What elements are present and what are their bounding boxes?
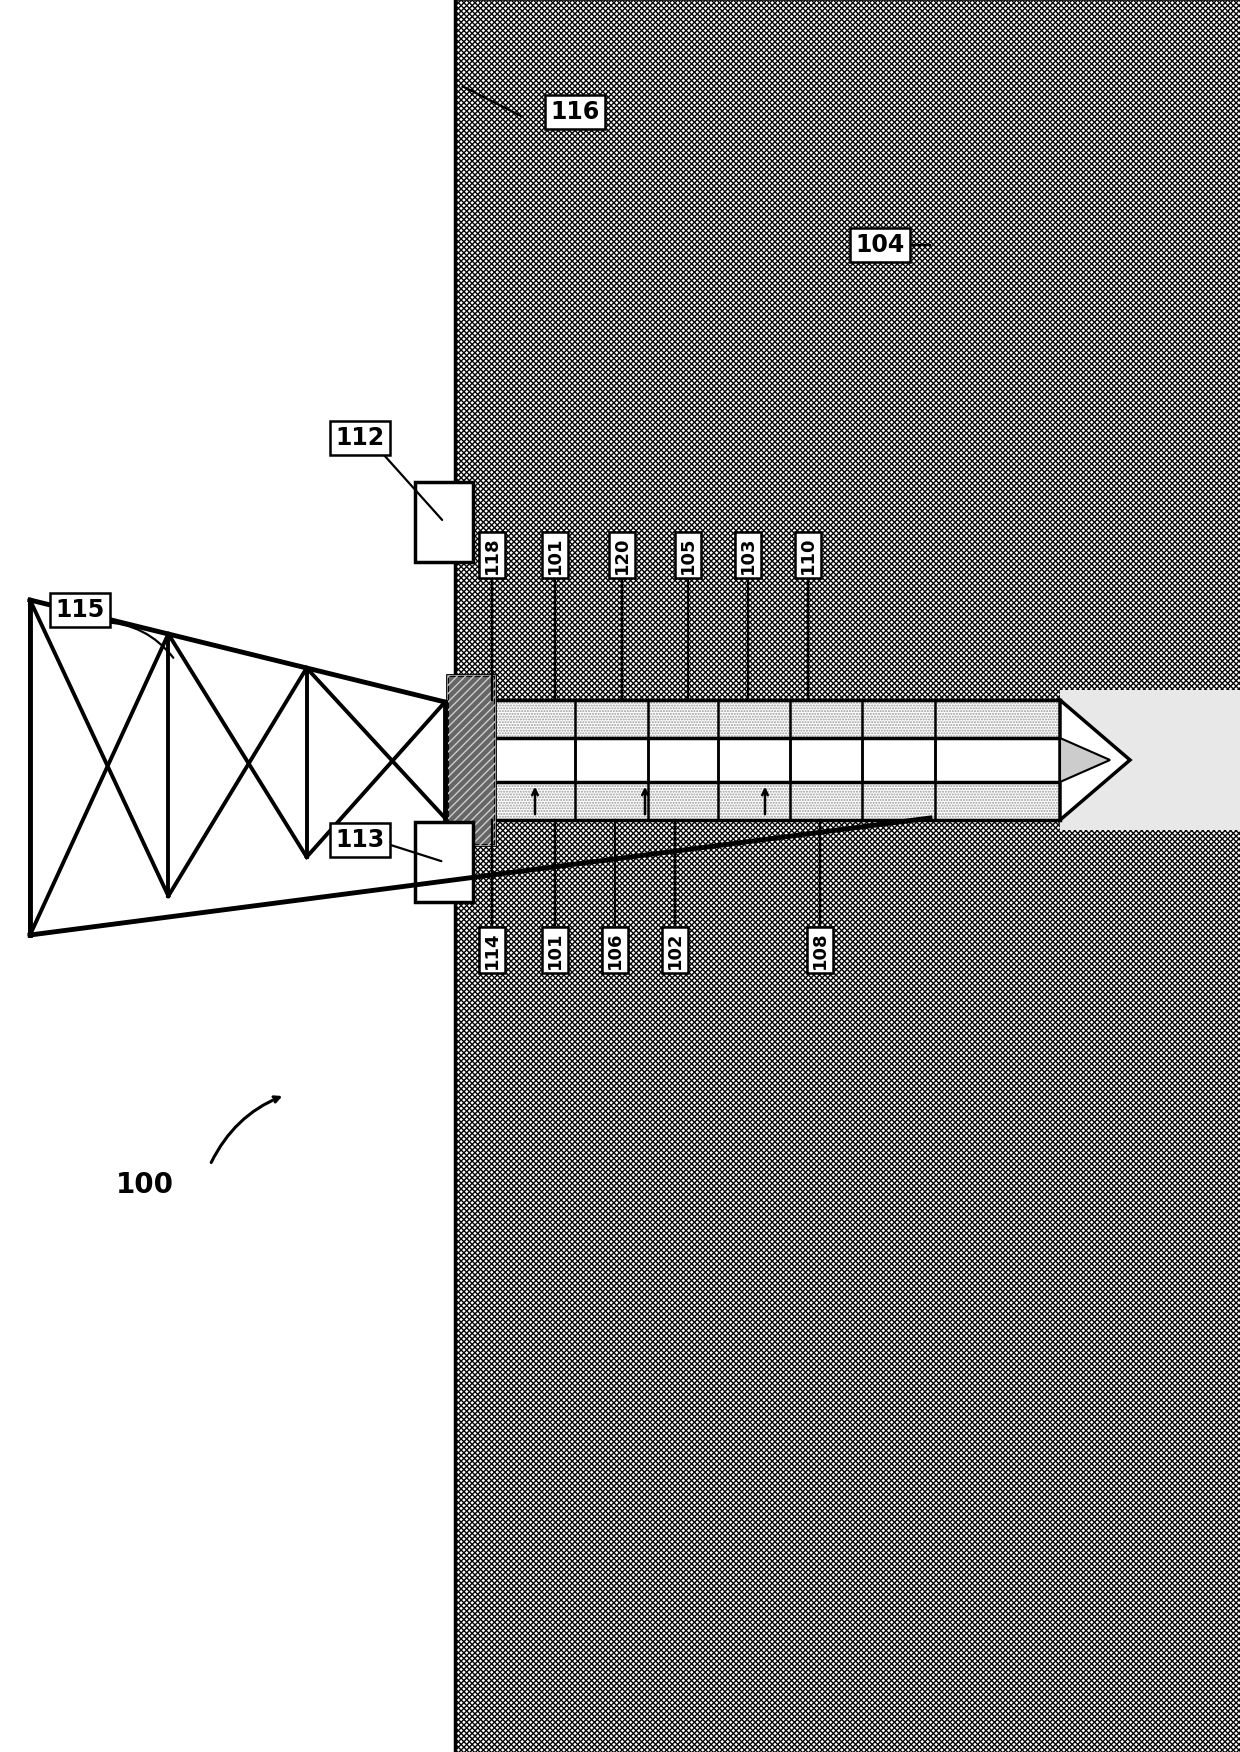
Text: 100: 100 (117, 1170, 174, 1198)
Bar (446, 675, 495, 844)
Bar (480, 701, 1060, 820)
Text: 102: 102 (666, 932, 684, 969)
Polygon shape (455, 0, 1240, 1752)
Text: 103: 103 (739, 536, 756, 573)
Bar (480, 738, 1060, 781)
Text: 116: 116 (551, 100, 600, 124)
Text: 115: 115 (56, 597, 104, 622)
Bar (446, 675, 495, 844)
Text: 110: 110 (799, 536, 817, 573)
Text: 101: 101 (546, 932, 564, 969)
Polygon shape (1060, 738, 1110, 781)
Text: 104: 104 (856, 233, 905, 258)
Bar (480, 701, 1060, 820)
Text: 118: 118 (484, 536, 501, 575)
Bar (415, 822, 472, 902)
Text: 101: 101 (546, 536, 564, 573)
Polygon shape (1060, 701, 1130, 820)
Text: 120: 120 (613, 536, 631, 573)
Text: 108: 108 (811, 930, 830, 969)
Text: 112: 112 (336, 426, 384, 450)
Bar (1060, 690, 1240, 830)
Text: 106: 106 (606, 932, 624, 969)
Polygon shape (0, 0, 455, 1752)
Text: 105: 105 (680, 536, 697, 573)
Text: 113: 113 (335, 829, 384, 851)
Text: 114: 114 (484, 932, 501, 969)
Bar (415, 482, 472, 562)
